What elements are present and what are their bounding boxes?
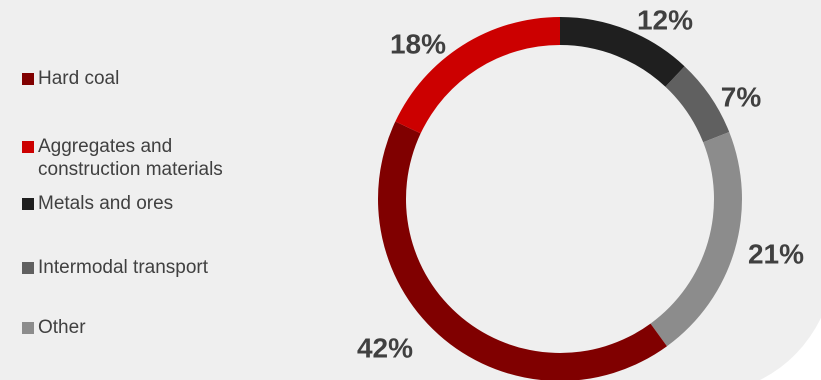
legend-item-other: Other xyxy=(22,316,86,339)
donut-slice-aggregates-and xyxy=(395,17,560,134)
legend-item-hard-coal: Hard coal xyxy=(22,67,119,90)
legend-swatch-aggregates xyxy=(22,141,34,153)
donut-slice-other xyxy=(650,132,742,347)
legend-item-aggregates: Aggregates and construction materials xyxy=(22,135,223,181)
legend-swatch-other xyxy=(22,322,34,334)
legend-item-intermodal-transport: Intermodal transport xyxy=(22,256,208,279)
legend-label-intermodal-transport: Intermodal transport xyxy=(38,257,209,278)
slice-percent-label: 7% xyxy=(721,82,762,113)
legend: Hard coal Aggregates and construction ma… xyxy=(22,0,322,380)
donut-slice-hard-coal xyxy=(378,121,667,380)
legend-label-hard-coal: Hard coal xyxy=(38,68,120,89)
slice-percent-label: 12% xyxy=(637,5,693,36)
legend-label-aggregates: Aggregates and construction materials xyxy=(38,136,223,180)
legend-label-other: Other xyxy=(38,317,86,338)
slice-percent-label: 18% xyxy=(390,29,446,60)
slice-percent-label: 42% xyxy=(357,333,413,364)
slice-percent-label: 21% xyxy=(748,239,804,270)
donut-slice-metals-and-ores xyxy=(560,17,685,87)
legend-swatch-metals-and-ores xyxy=(22,198,34,210)
legend-item-metals-and-ores: Metals and ores xyxy=(22,192,173,215)
donut-slice-intermodal-transport xyxy=(665,66,730,143)
legend-swatch-hard-coal xyxy=(22,73,34,85)
legend-label-metals-and-ores: Metals and ores xyxy=(38,193,174,214)
legend-swatch-intermodal-transport xyxy=(22,262,34,274)
